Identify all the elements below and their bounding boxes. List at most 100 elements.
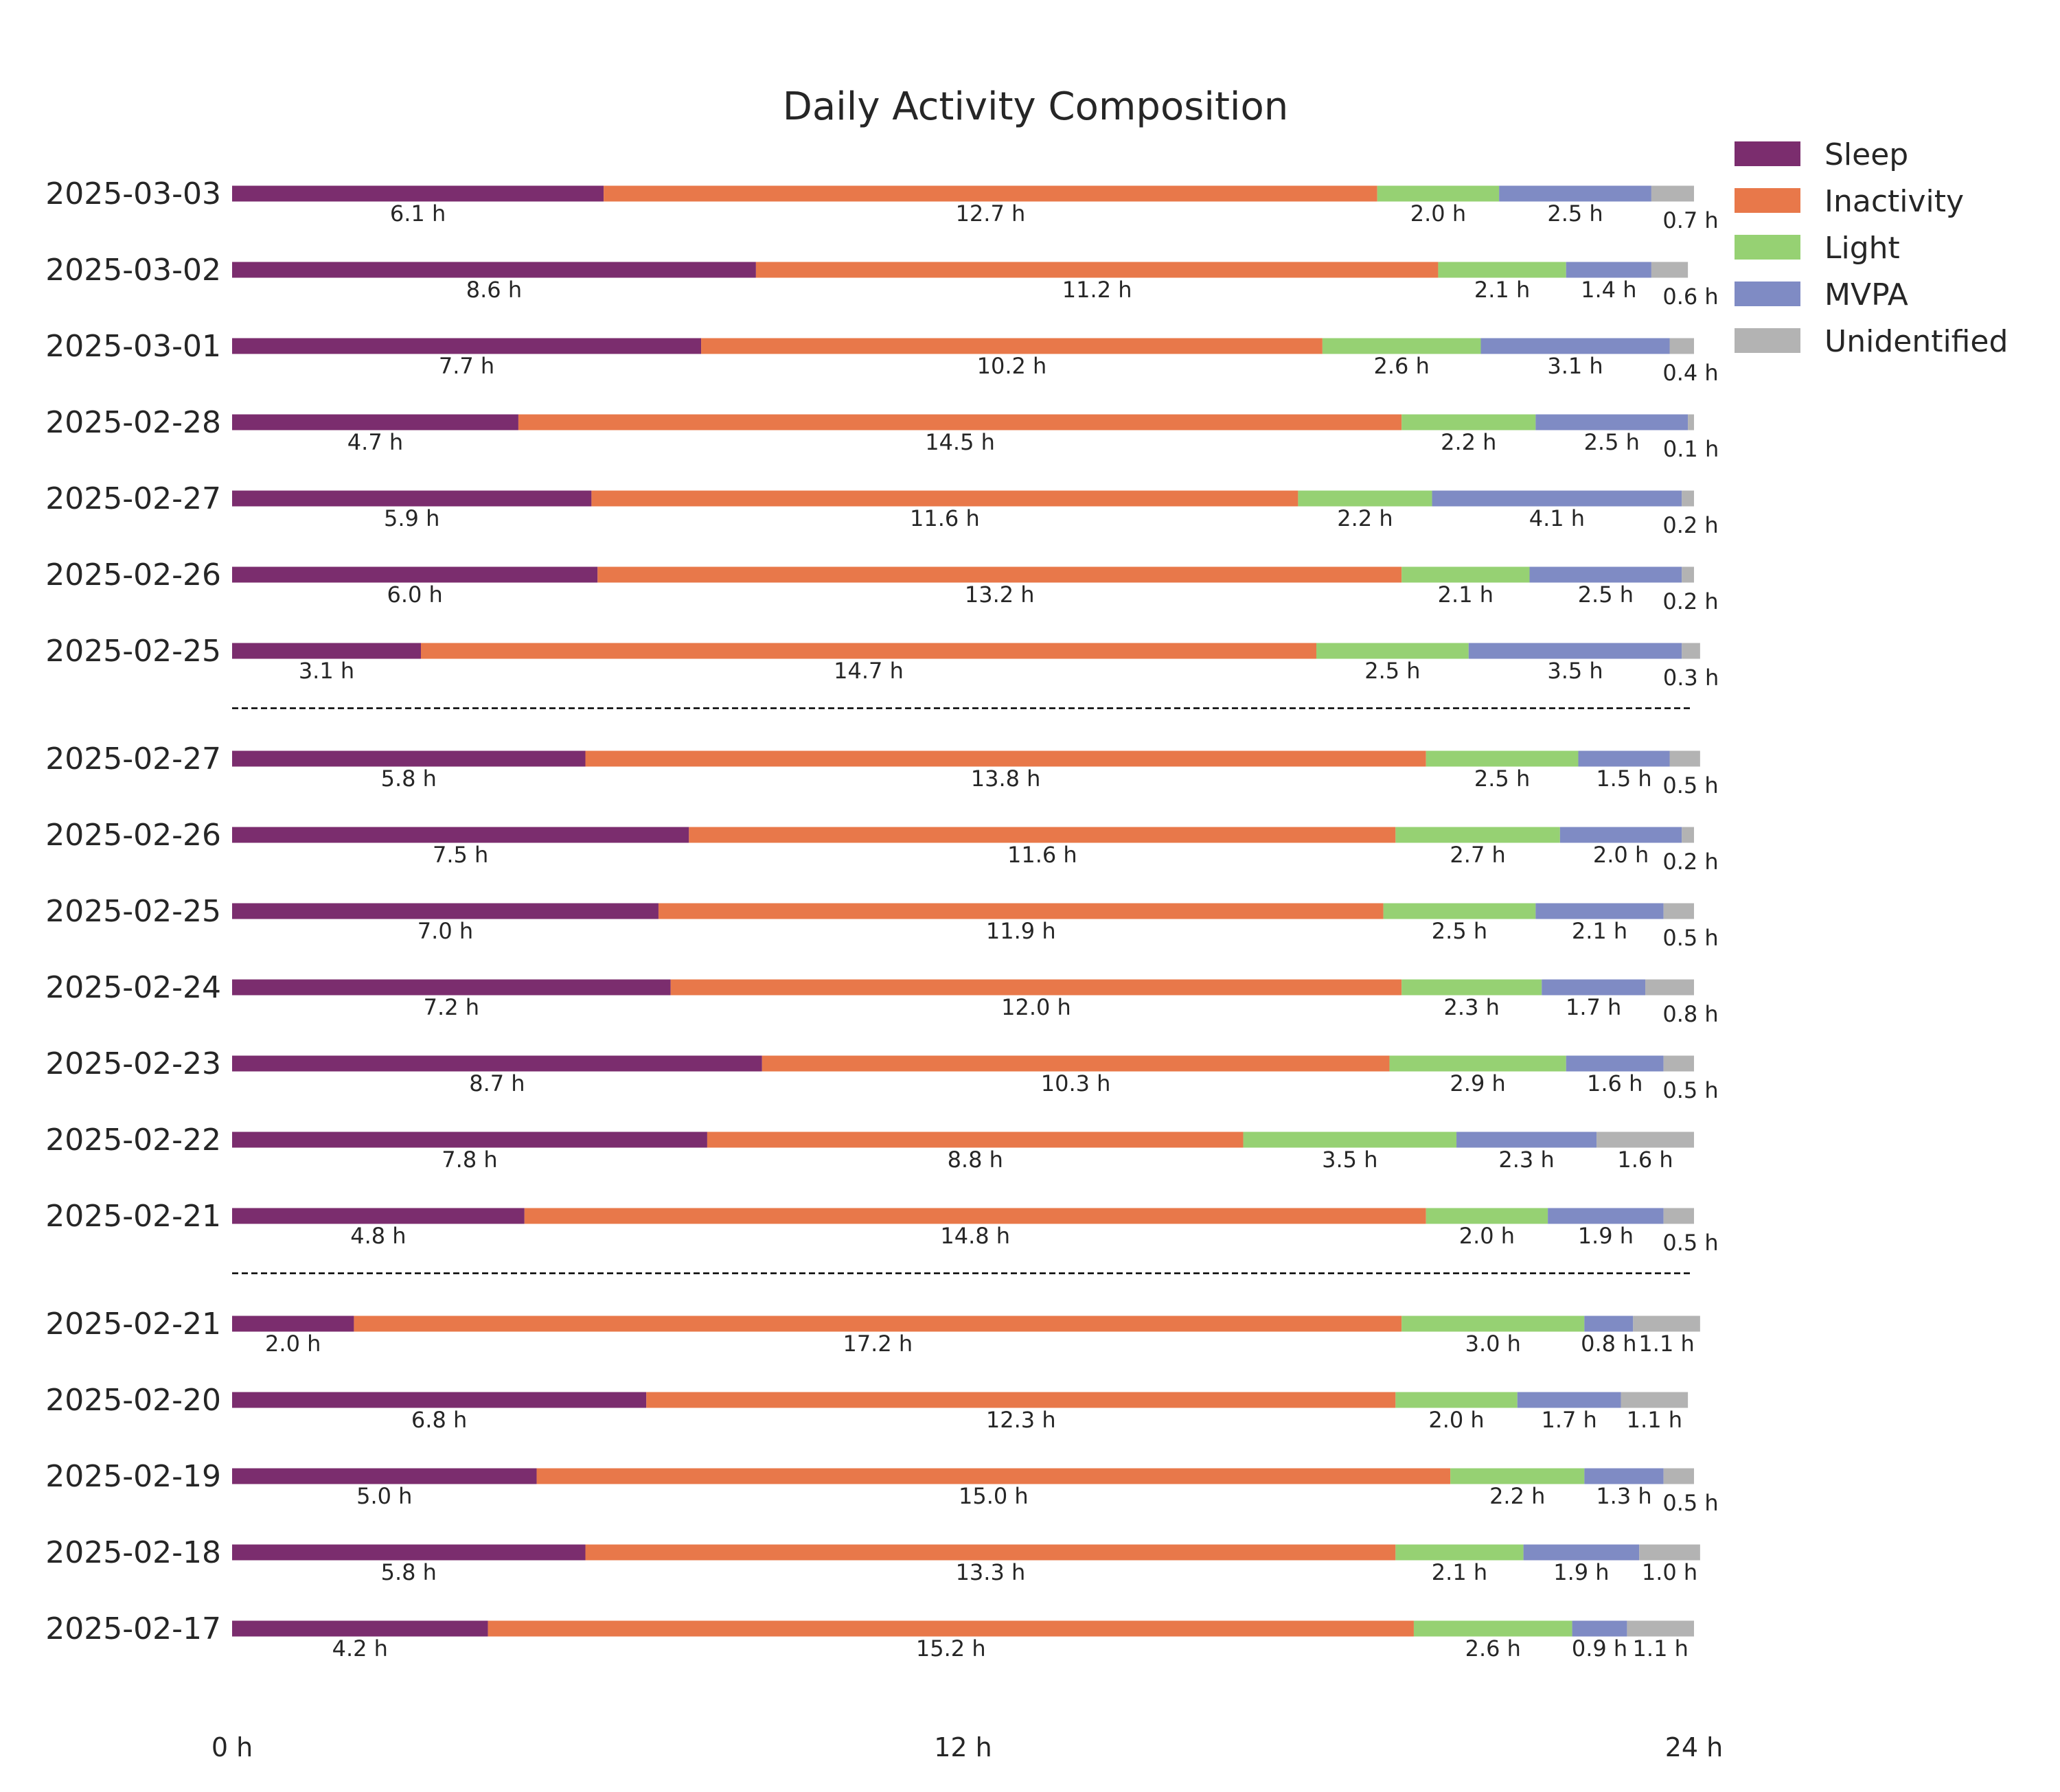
segment-label-light: 2.2 h <box>1489 1483 1545 1509</box>
bar-row-2025-02-23: 2025-02-23 8.7 h 10.3 h 2.9 h 1.6 h 0.5 h <box>45 1046 1718 1103</box>
bar-segment-light <box>1450 1468 1585 1484</box>
segment-label-inactivity: 13.3 h <box>956 1559 1026 1585</box>
segment-label-light: 2.6 h <box>1374 353 1430 379</box>
segment-label-mvpa: 2.0 h <box>1593 842 1649 868</box>
segment-label-mvpa: 2.3 h <box>1498 1147 1554 1173</box>
segment-label-light: 2.6 h <box>1465 1635 1521 1662</box>
segment-label-mvpa: 2.1 h <box>1572 918 1627 944</box>
row-label: 2025-03-02 <box>45 253 221 288</box>
segment-label-sleep: 3.1 h <box>299 658 354 684</box>
bar-segment-mvpa <box>1584 1468 1664 1484</box>
bar-row-2025-02-25: 2025-02-25 7.0 h 11.9 h 2.5 h 2.1 h 0.5 h <box>45 894 1718 951</box>
x-axis-ticks: 0 h 12 h 24 h <box>211 1732 1723 1762</box>
row-label: 2025-02-26 <box>45 558 221 593</box>
segment-label-unidentified: 0.5 h <box>1662 925 1718 951</box>
legend-item-light: Light <box>1735 231 1900 266</box>
row-label: 2025-02-18 <box>45 1535 221 1570</box>
legend-item-unidentified: Unidentified <box>1735 324 2008 359</box>
bar-segment-inactivity <box>597 566 1402 583</box>
segment-label-inactivity: 10.3 h <box>1041 1070 1111 1096</box>
bar-segment-inactivity <box>420 643 1317 659</box>
bar-segment-mvpa <box>1456 1132 1597 1148</box>
segment-label-light: 2.0 h <box>1410 200 1466 227</box>
segment-label-light: 2.0 h <box>1459 1223 1515 1249</box>
bar-row-2025-02-21: 2025-02-21 2.0 h 17.2 h 3.0 h 0.8 h 1.1 h <box>45 1307 1700 1357</box>
legend-swatch <box>1735 328 1800 353</box>
segment-label-sleep: 5.0 h <box>356 1483 412 1509</box>
segment-label-unidentified: 1.1 h <box>1638 1331 1694 1357</box>
segment-label-inactivity: 14.8 h <box>940 1223 1010 1249</box>
bar-segment-unidentified <box>1639 1544 1700 1561</box>
segment-label-light: 2.5 h <box>1474 766 1530 792</box>
bar-segment-sleep <box>232 643 421 659</box>
bar-segment-sleep <box>232 338 702 354</box>
bar-segment-inactivity <box>689 827 1396 843</box>
bar-segment-sleep <box>232 1620 488 1637</box>
group-separators <box>232 707 1693 1274</box>
bar-segment-mvpa <box>1529 566 1682 583</box>
bar-segment-mvpa <box>1559 827 1682 843</box>
bar-row-2025-02-17: 2025-02-17 4.2 h 15.2 h 2.6 h 0.9 h 1.1 h <box>45 1611 1694 1662</box>
segment-label-unidentified: 1.1 h <box>1633 1635 1689 1662</box>
bar-segment-inactivity <box>488 1620 1414 1637</box>
segment-label-unidentified: 1.0 h <box>1642 1559 1697 1585</box>
bar-segment-unidentified <box>1663 1468 1694 1484</box>
legend-label: Inactivity <box>1824 184 1964 219</box>
bar-segment-sleep <box>232 827 689 843</box>
segment-label-sleep: 7.0 h <box>417 918 473 944</box>
segment-label-light: 2.1 h <box>1438 582 1494 608</box>
bar-segment-light <box>1438 262 1566 278</box>
bar-segment-sleep <box>232 903 659 919</box>
bar-segment-light <box>1243 1132 1457 1148</box>
segment-label-mvpa: 2.5 h <box>1578 582 1634 608</box>
bar-segment-inactivity <box>536 1468 1451 1484</box>
bar-segment-light <box>1413 1620 1572 1637</box>
segment-label-unidentified: 0.4 h <box>1662 360 1718 386</box>
legend-item-inactivity: Inactivity <box>1735 184 1964 219</box>
row-label: 2025-02-19 <box>45 1459 221 1494</box>
bar-segment-sleep <box>232 1392 647 1408</box>
segment-label-mvpa: 3.5 h <box>1547 658 1603 684</box>
segment-label-mvpa: 1.9 h <box>1553 1559 1609 1585</box>
bar-row-2025-02-27: 2025-02-27 5.8 h 13.8 h 2.5 h 1.5 h 0.5 h <box>45 742 1718 799</box>
bar-segment-light <box>1322 338 1481 354</box>
segment-label-inactivity: 13.2 h <box>965 582 1035 608</box>
segment-label-sleep: 8.7 h <box>469 1070 525 1096</box>
segment-label-inactivity: 15.0 h <box>959 1483 1029 1509</box>
segment-label-light: 2.1 h <box>1432 1559 1487 1585</box>
bar-segment-light <box>1395 1544 1524 1561</box>
segment-label-unidentified: 0.2 h <box>1662 512 1718 538</box>
bar-segment-inactivity <box>604 185 1377 202</box>
bar-row-2025-02-26: 2025-02-26 6.0 h 13.2 h 2.1 h 2.5 h 0.2 h <box>45 558 1718 614</box>
bar-segment-sleep <box>232 979 671 996</box>
bar-segment-unidentified <box>1633 1316 1700 1332</box>
bar-row-2025-02-28: 2025-02-28 4.7 h 14.5 h 2.2 h 2.5 h 0.1 h <box>45 405 1719 462</box>
bar-segment-light <box>1316 643 1469 659</box>
segment-label-sleep: 7.8 h <box>442 1147 497 1173</box>
segment-label-mvpa: 2.5 h <box>1584 429 1640 455</box>
segment-label-inactivity: 11.2 h <box>1062 277 1132 303</box>
segment-label-sleep: 7.7 h <box>439 353 494 379</box>
bar-segment-inactivity <box>701 338 1323 354</box>
bar-segment-light <box>1383 903 1536 919</box>
segment-label-inactivity: 11.6 h <box>1007 842 1077 868</box>
bar-segment-mvpa <box>1542 979 1646 996</box>
segment-label-sleep: 6.8 h <box>411 1407 467 1433</box>
segment-label-unidentified: 0.7 h <box>1662 207 1718 233</box>
segment-label-light: 2.5 h <box>1432 918 1487 944</box>
segment-label-unidentified: 0.1 h <box>1663 436 1719 462</box>
chart-title: Daily Activity Composition <box>783 84 1288 129</box>
segment-label-unidentified: 0.2 h <box>1662 588 1718 614</box>
bar-segment-unidentified <box>1682 827 1694 843</box>
segment-label-inactivity: 12.0 h <box>1001 994 1071 1020</box>
bar-segment-light <box>1401 414 1536 430</box>
segment-label-inactivity: 10.2 h <box>977 353 1047 379</box>
segment-label-sleep: 7.2 h <box>424 994 479 1020</box>
row-label: 2025-02-22 <box>45 1123 221 1158</box>
segment-label-sleep: 5.9 h <box>384 505 439 531</box>
segment-label-light: 2.2 h <box>1337 505 1393 531</box>
row-label: 2025-02-20 <box>45 1383 221 1418</box>
bar-segment-inactivity <box>354 1316 1402 1332</box>
segment-label-sleep: 6.1 h <box>390 200 446 227</box>
legend-swatch <box>1735 141 1800 166</box>
